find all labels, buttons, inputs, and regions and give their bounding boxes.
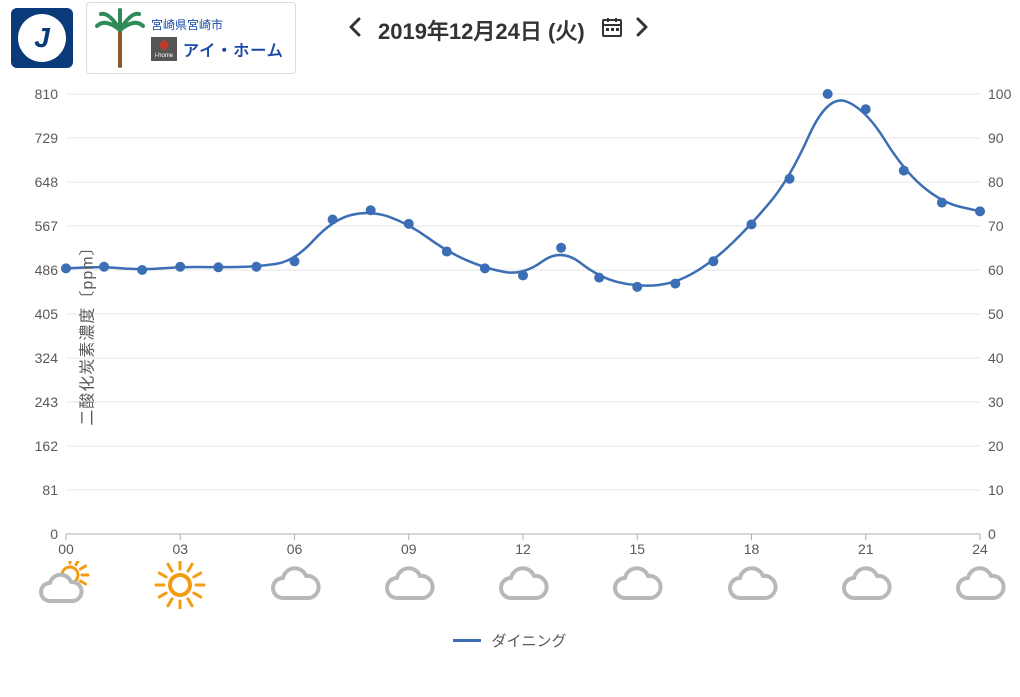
y-left-tick-label: 729 <box>35 130 59 146</box>
y-right-tick-label: 90 <box>988 130 1004 146</box>
series-marker <box>632 282 642 292</box>
series-marker <box>137 265 147 275</box>
logo-j-letter: J <box>18 14 66 62</box>
series-marker <box>328 214 338 224</box>
series-marker <box>99 262 109 272</box>
series-line <box>66 100 980 285</box>
series-marker <box>366 205 376 215</box>
y-right-tick-label: 40 <box>988 350 1004 366</box>
x-tick-label: 00 <box>58 541 74 556</box>
next-day-button[interactable] <box>629 17 657 43</box>
y-left-tick-label: 324 <box>35 350 59 366</box>
series-marker <box>747 219 757 229</box>
series-marker <box>899 166 909 176</box>
y-left-tick-label: 567 <box>35 218 59 234</box>
y-left-tick-label: 162 <box>35 438 59 454</box>
weather-cloud-icon <box>493 555 553 615</box>
y-left-tick-label: 648 <box>35 174 59 190</box>
palm-tree-icon <box>95 8 145 68</box>
series-marker <box>175 262 185 272</box>
x-tick-label: 15 <box>629 541 645 556</box>
date-text: 2019年12月24日 (火) <box>378 14 585 46</box>
y-right-tick-label: 70 <box>988 218 1004 234</box>
series-marker <box>823 89 833 99</box>
series-marker <box>785 174 795 184</box>
date-nav: 2019年12月24日 (火) <box>340 14 657 46</box>
chevron-right-icon <box>636 17 650 37</box>
x-tick-label: 18 <box>744 541 760 556</box>
y-right-tick-label: 20 <box>988 438 1004 454</box>
y-right-tick-label: 50 <box>988 306 1004 322</box>
series-marker <box>594 273 604 283</box>
x-tick-label: 12 <box>515 541 531 556</box>
y-left-tick-label: 810 <box>35 86 59 102</box>
series-marker <box>404 219 414 229</box>
x-tick-label: 21 <box>858 541 874 556</box>
series-marker <box>61 263 71 273</box>
series-marker <box>670 279 680 289</box>
weather-cloud-icon <box>836 555 896 615</box>
legend: ダイニング <box>0 630 1020 651</box>
legend-line-swatch <box>453 639 481 642</box>
y-right-tick-label: 10 <box>988 482 1004 498</box>
weather-partly-icon <box>36 555 96 615</box>
logo-company: 宮崎県宮崎市 i-home アイ・ホーム <box>86 2 296 74</box>
weather-cloud-icon <box>379 555 439 615</box>
y-right-tick-label: 100 <box>988 86 1012 102</box>
y-right-tick-label: 30 <box>988 394 1004 410</box>
series-marker <box>442 247 452 257</box>
weather-cloud-icon <box>722 555 782 615</box>
y-left-tick-label: 81 <box>42 482 58 498</box>
series-marker <box>518 270 528 280</box>
y-left-tick-label: 0 <box>50 526 58 542</box>
series-marker <box>213 262 223 272</box>
x-tick-label: 03 <box>172 541 188 556</box>
prev-day-button[interactable] <box>340 17 368 43</box>
series-marker <box>251 262 261 272</box>
series-marker <box>937 198 947 208</box>
y-right-tick-label: 0 <box>988 526 996 542</box>
legend-label: ダイニング <box>491 630 566 651</box>
weather-cloud-icon <box>607 555 667 615</box>
series-marker <box>861 104 871 114</box>
logo-j: J <box>11 8 73 68</box>
y-right-tick-label: 60 <box>988 262 1004 278</box>
x-tick-label: 06 <box>287 541 303 556</box>
weather-cloud-icon <box>950 555 1010 615</box>
chevron-left-icon <box>347 17 361 37</box>
x-tick-label: 24 <box>972 541 988 556</box>
y-left-axis-title: 二酸化炭素濃度〔ppm〕 <box>74 238 98 425</box>
weather-sunny-icon <box>150 555 210 615</box>
y-left-tick-label: 243 <box>35 394 59 410</box>
chart-area: 二酸化炭素濃度〔ppm〕 電気料金[円] 0811622433244054865… <box>0 80 1020 556</box>
y-left-tick-label: 486 <box>35 262 59 278</box>
brand-logo-box: i-home <box>151 37 177 61</box>
brand-name: アイ・ホーム <box>183 37 284 61</box>
x-tick-label: 09 <box>401 541 417 556</box>
series-marker <box>290 256 300 266</box>
line-chart: 0 81 162 243 324 405 486 567 648 729 810 0 10 20 30 40 5… <box>0 80 1020 556</box>
location-text: 宮崎県宮崎市 <box>151 16 284 33</box>
weather-cloud-icon <box>265 555 325 615</box>
y-right-tick-label: 80 <box>988 174 1004 190</box>
series-marker <box>975 206 985 216</box>
y-left-tick-label: 405 <box>35 306 59 322</box>
series-marker <box>556 243 566 253</box>
calendar-button[interactable] <box>601 16 623 44</box>
calendar-icon <box>601 16 623 38</box>
series-marker <box>480 263 490 273</box>
series-marker <box>708 256 718 266</box>
weather-row <box>50 555 1010 615</box>
